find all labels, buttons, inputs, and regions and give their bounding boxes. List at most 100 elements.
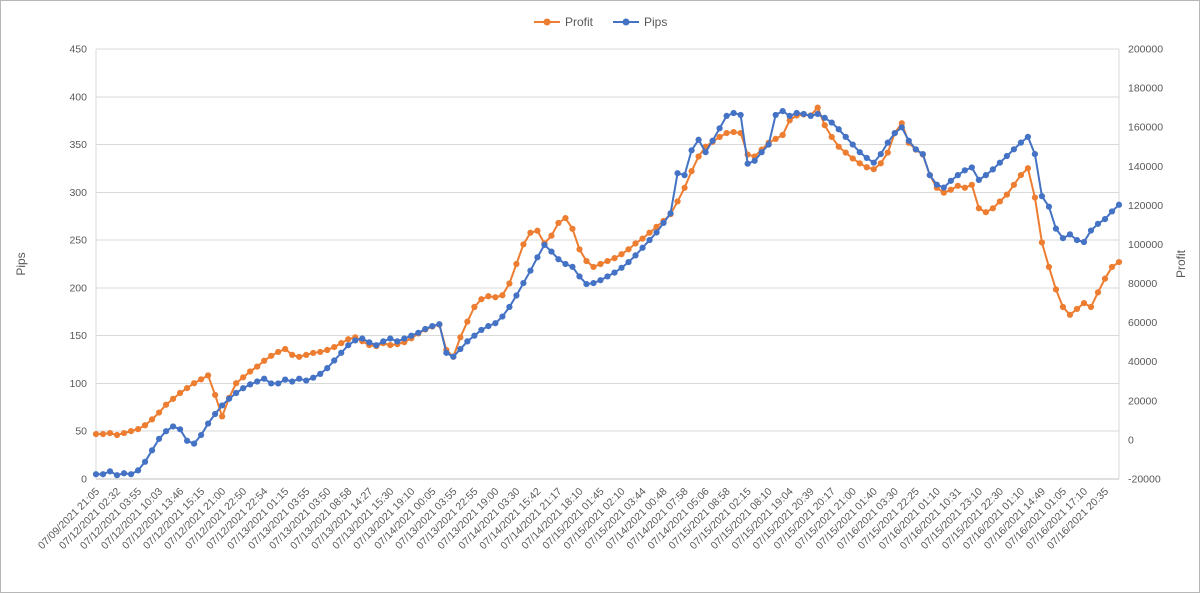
- profit-marker: [492, 294, 499, 301]
- pips-marker: [968, 164, 975, 171]
- pips-marker: [555, 256, 562, 263]
- right-axis-tick-label: -20000: [1128, 474, 1161, 486]
- pips-marker: [520, 280, 527, 287]
- pips-marker: [338, 349, 345, 356]
- profit-marker: [1094, 289, 1102, 296]
- pips-marker: [947, 177, 954, 184]
- profit-marker: [513, 260, 520, 268]
- pips-marker: [282, 376, 289, 383]
- left-axis-tick-label: 450: [69, 44, 87, 56]
- profit-marker: [1038, 239, 1046, 246]
- pips-marker: [141, 458, 149, 465]
- profit-marker: [954, 182, 961, 189]
- pips-marker: [387, 335, 394, 342]
- pips-marker: [870, 159, 877, 166]
- left-axis-tick-label: 400: [69, 91, 87, 103]
- pips-marker: [1108, 208, 1116, 215]
- pips-marker: [366, 339, 373, 346]
- left-axis-tick-label: 250: [69, 235, 87, 247]
- profit-marker: [92, 430, 100, 438]
- pips-marker: [618, 264, 625, 271]
- right-axis-tick-label: 160000: [1128, 122, 1163, 134]
- pips-marker: [961, 167, 968, 174]
- pips-line: [96, 110, 1120, 477]
- pips-marker: [331, 357, 338, 364]
- pips-marker: [162, 428, 170, 435]
- pips-marker: [254, 378, 261, 385]
- pips-marker: [113, 472, 121, 479]
- pips-marker: [751, 157, 758, 164]
- pips-marker: [527, 267, 534, 274]
- pips-marker: [289, 378, 296, 385]
- profit-marker: [989, 205, 996, 212]
- pips-marker: [632, 252, 639, 259]
- pips-marker: [954, 172, 961, 179]
- pips-marker: [352, 337, 359, 344]
- profit-marker: [982, 209, 989, 216]
- pips-marker: [429, 323, 436, 330]
- gridlines: [95, 48, 1120, 480]
- profit-marker: [162, 401, 170, 408]
- profit-marker: [562, 214, 569, 222]
- profit-marker: [632, 240, 639, 247]
- profit-marker: [324, 346, 331, 354]
- profit-marker: [772, 135, 779, 143]
- profit-marker: [884, 149, 891, 156]
- pips-marker: [639, 244, 646, 251]
- legend-item-profit[interactable]: Profit: [534, 15, 594, 29]
- left-axis-tick-label: 200: [69, 282, 87, 294]
- legend-item-pips[interactable]: Pips: [613, 15, 667, 29]
- profit-marker: [289, 351, 296, 358]
- pips-marker: [800, 110, 807, 118]
- pips-marker: [1115, 201, 1123, 208]
- profit-series: [92, 104, 1123, 439]
- left-axis-tick-labels: 450 400 350 300 250 200 150 100 50 0: [69, 44, 87, 486]
- profit-marker: [198, 376, 205, 383]
- profit-marker: [1087, 303, 1095, 311]
- profit-marker: [506, 280, 513, 287]
- profit-marker: [303, 351, 310, 358]
- right-axis-tick-label: 80000: [1128, 278, 1157, 290]
- pips-marker: [681, 172, 688, 179]
- pips-marker: [120, 470, 128, 477]
- pips-marker: [359, 335, 366, 342]
- profit-marker: [485, 293, 492, 300]
- pips-marker: [443, 349, 450, 356]
- pips-marker: [92, 471, 100, 478]
- profit-marker: [604, 257, 611, 265]
- pips-marker: [625, 258, 632, 266]
- right-axis-tick-label: 60000: [1128, 317, 1157, 329]
- pips-marker: [737, 111, 744, 119]
- profit-marker: [499, 292, 506, 299]
- pips-marker: [310, 374, 317, 381]
- profit-marker: [583, 257, 590, 265]
- pips-marker: [226, 395, 233, 402]
- pips-marker: [926, 172, 933, 179]
- left-axis-tick-label: 300: [69, 187, 87, 199]
- pips-marker: [261, 375, 268, 382]
- profit-marker: [155, 409, 163, 416]
- pips-marker: [303, 377, 310, 384]
- pips-marker: [394, 338, 401, 345]
- pips-marker: [401, 335, 408, 342]
- pips-marker: [688, 147, 695, 154]
- pips-marker: [982, 172, 989, 179]
- pips-marker: [534, 254, 541, 261]
- pips-marker: [155, 435, 163, 442]
- profit-marker: [254, 363, 261, 370]
- pips-marker: [653, 229, 660, 236]
- profit-marker: [681, 184, 688, 191]
- profit-marker: [555, 219, 562, 227]
- pips-marker: [198, 431, 205, 439]
- pips-marker: [562, 260, 569, 268]
- pips-marker: [345, 342, 352, 349]
- profit-marker: [247, 368, 254, 375]
- pips-marker: [148, 447, 156, 454]
- pips-marker: [1073, 237, 1081, 244]
- pips-marker: [933, 181, 940, 188]
- right-axis-tick-label: 140000: [1128, 161, 1163, 173]
- right-axis-tick-label: 200000: [1128, 44, 1163, 56]
- pips-marker: [317, 370, 324, 377]
- pips-marker: [590, 280, 597, 287]
